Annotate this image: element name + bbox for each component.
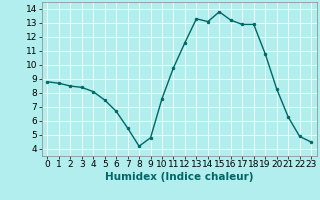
X-axis label: Humidex (Indice chaleur): Humidex (Indice chaleur) [105, 172, 253, 182]
